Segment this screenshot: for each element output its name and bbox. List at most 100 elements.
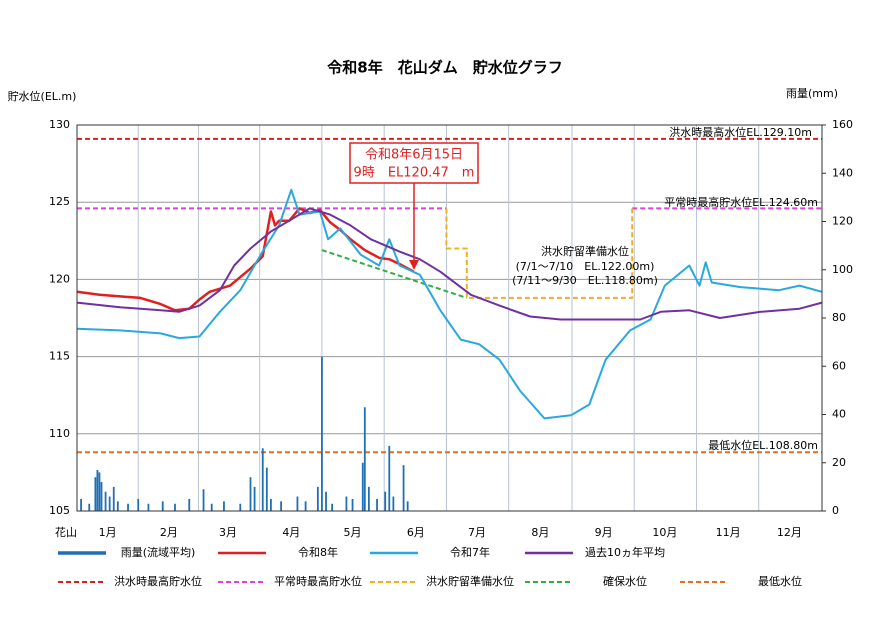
y2-tick-label: 60 (832, 359, 846, 372)
annotation-arrowhead (409, 260, 419, 270)
x-axis-name: 花山 (55, 526, 77, 539)
plot (76, 137, 823, 511)
rain-bar (321, 356, 323, 511)
x-tick-label: 7月 (468, 526, 486, 539)
annotation-box (349, 142, 479, 184)
x-tick-label: 10月 (652, 526, 677, 539)
reference-label: 最低水位EL.108.80m (708, 439, 818, 452)
rain-bar (296, 496, 299, 511)
rain-bar (406, 501, 409, 511)
y2-tick-label: 100 (832, 263, 853, 276)
y2-tick-label: 20 (832, 456, 846, 469)
y2-tick-label: 140 (832, 166, 853, 179)
legend-label: 最低水位 (758, 575, 802, 588)
rain-bar (388, 445, 391, 511)
chart-title: 令和8年 花山ダム 貯水位グラフ (327, 59, 562, 77)
plot-frame (76, 124, 823, 512)
rain-bar (127, 503, 129, 511)
rain-bar (265, 467, 268, 511)
rain-bar (137, 498, 140, 511)
rain-bar (210, 503, 213, 511)
rain-bar (161, 501, 164, 511)
legend-label: 洪水時最高貯水位 (114, 574, 202, 588)
rain-bar (249, 477, 252, 511)
reference-line (321, 249, 468, 299)
x-tick-label: 2月 (160, 526, 178, 539)
x-tick-label: 11月 (716, 526, 741, 539)
rain-bar (392, 496, 395, 511)
y-tick-label: 130 (49, 118, 70, 131)
level-line (76, 207, 415, 312)
y-tick-label: 115 (49, 350, 70, 363)
level-line (76, 207, 823, 321)
legend-label: 洪水貯留準備水位 (426, 574, 514, 588)
rain-bar (108, 496, 111, 511)
rain-bar (116, 501, 119, 511)
x-tick-label: 12月 (777, 526, 802, 539)
rain-bar (174, 503, 176, 511)
x-tick-label: 9月 (595, 526, 613, 539)
y-axis-label: 貯水位(EL.m) (8, 90, 77, 103)
reference-label: 平常時最高貯水位EL.124.60m (664, 195, 818, 209)
rain-bar (112, 486, 115, 511)
rain-bar (202, 489, 205, 511)
rain-bar (351, 498, 354, 511)
rain-bar (384, 491, 387, 511)
rain-bar (96, 469, 99, 511)
legend-label: 過去10ヵ年平均 (585, 545, 665, 559)
rain-bar (367, 486, 370, 511)
x-tick-label: 1月 (99, 526, 117, 539)
rain-bar (261, 448, 264, 511)
y-tick-label: 120 (49, 272, 70, 285)
x-tick-label: 3月 (219, 526, 237, 539)
rain-bar (280, 501, 283, 511)
rain-bar (80, 498, 82, 511)
y2-tick-label: 80 (832, 311, 846, 324)
legend-label: 平常時最高貯水位 (274, 574, 362, 588)
x-tick-label: 5月 (344, 526, 362, 539)
rain-bar (376, 498, 378, 511)
rain-bar (361, 462, 364, 511)
y2-tick-label: 40 (832, 408, 846, 421)
rain-bar (345, 496, 348, 511)
reference-label: (7/1～7/10 EL.122.00m) (516, 260, 655, 273)
rain-bar (100, 482, 103, 511)
rain-bar (270, 498, 272, 511)
rain-bar (98, 472, 101, 511)
rain-bar (402, 465, 405, 511)
legend-label: 確保水位 (603, 574, 647, 588)
annotation-text: 9時 EL120.47 m (354, 166, 475, 181)
rain-bar (304, 501, 307, 511)
rain-bar (239, 503, 242, 511)
level-line (76, 188, 823, 420)
x-tick-label: 6月 (407, 526, 425, 539)
y-tick-label: 125 (49, 195, 70, 208)
reference-label: (7/11～9/30 EL.118.80m) (512, 274, 658, 287)
y-tick-label: 110 (49, 427, 70, 440)
legend-label: 令和8年 (298, 545, 338, 559)
x-tick-label: 4月 (282, 526, 300, 539)
x-tick-label: 8月 (531, 526, 549, 539)
rain-bar (316, 486, 319, 511)
reference-line (445, 208, 634, 299)
legend-label: 令和7年 (450, 545, 490, 559)
rain-bar (223, 501, 225, 511)
rain-bar (363, 407, 366, 511)
legend-label: 雨量(流域平均) (121, 545, 196, 559)
rain-bar (104, 491, 107, 511)
y2-tick-label: 120 (832, 215, 853, 228)
reference-label: 洪水時最高水位EL.129.10m (669, 125, 812, 139)
rain-bar (188, 498, 191, 511)
reference-label: 洪水貯留準備水位 (541, 244, 629, 258)
rain-bar (331, 503, 334, 511)
y2-tick-label: 0 (832, 504, 839, 517)
rain-bar (253, 486, 256, 511)
y2-axis-label: 雨量(mm) (786, 87, 838, 100)
annotation-text: 令和8年6月15日 (365, 148, 463, 163)
rain-bar (94, 477, 97, 511)
y-tick-label: 105 (49, 504, 70, 517)
rain-bar (88, 503, 91, 511)
